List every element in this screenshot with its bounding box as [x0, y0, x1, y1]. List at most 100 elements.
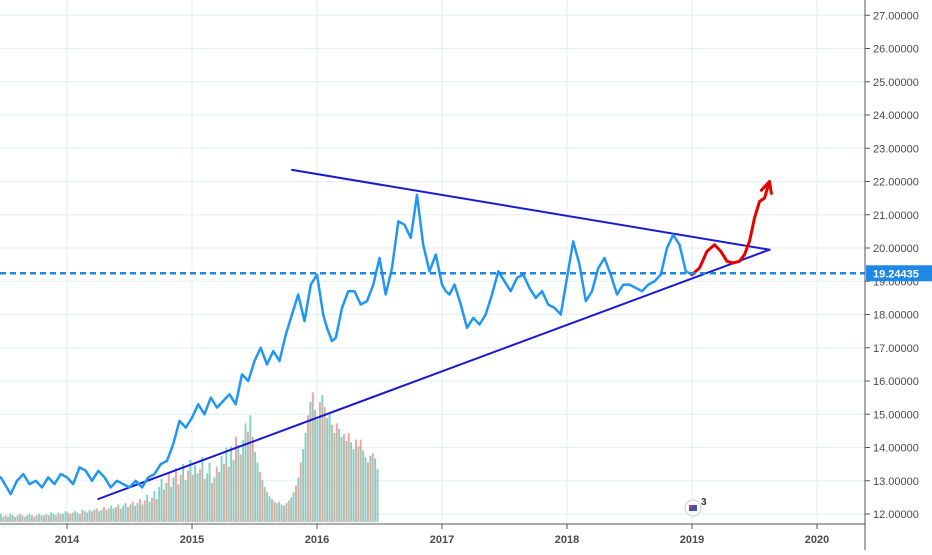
volume-bar — [222, 463, 225, 522]
volume-bar — [174, 468, 177, 522]
volume-bar — [237, 445, 240, 522]
volume-bar — [364, 457, 367, 522]
volume-bar — [30, 515, 33, 522]
volume-bar — [225, 447, 228, 522]
grid-lines — [0, 0, 865, 524]
volume-bar — [71, 512, 74, 522]
volume-bar — [162, 489, 165, 522]
volume-bar — [158, 486, 161, 522]
flag-icon-corner — [689, 505, 692, 508]
volume-bar — [110, 505, 113, 522]
volume-bar — [114, 507, 117, 522]
volume-bar — [107, 508, 110, 522]
x-tick-label: 2014 — [55, 534, 80, 546]
volume-bar — [38, 513, 41, 522]
volume-bar — [280, 504, 283, 522]
volume-bar — [172, 477, 175, 522]
last-price-badge-bg — [866, 265, 932, 282]
volume-bar — [242, 439, 245, 522]
volume-bar — [201, 457, 204, 522]
volume-bar — [170, 486, 173, 522]
volume-bar — [9, 513, 12, 522]
volume-bar — [4, 515, 7, 522]
volume-bar — [340, 436, 343, 522]
volume-bar — [18, 513, 21, 522]
volume-bar — [52, 513, 55, 522]
volume-bar — [352, 449, 355, 522]
volume-bar — [302, 449, 305, 522]
volume-bar — [258, 472, 261, 522]
y-tick-label: 18.00000 — [873, 310, 919, 322]
volume-bar — [69, 513, 72, 522]
volume-bar — [16, 515, 19, 522]
volume-bar — [64, 511, 67, 522]
volume-bar — [194, 465, 197, 522]
volume-bar — [299, 462, 302, 522]
volume-bar — [220, 455, 223, 522]
price-line-group — [0, 193, 694, 496]
y-tick-label: 17.00000 — [873, 343, 919, 355]
volume-bar — [232, 459, 235, 522]
y-tick-label: 20.00000 — [873, 243, 919, 255]
projection-path[interactable] — [690, 180, 771, 277]
volume-bar — [42, 515, 45, 522]
volume-bar — [184, 480, 187, 522]
upper-trend-line[interactable] — [291, 168, 771, 251]
volume-bar — [335, 423, 338, 522]
lower-trend-line[interactable] — [97, 248, 771, 500]
event-badge-group[interactable]: 3 — [684, 497, 707, 517]
x-tick-label: 2016 — [305, 534, 329, 546]
volume-bar — [210, 482, 213, 522]
volume-bar — [160, 478, 163, 522]
y-tick-label: 13.00000 — [873, 476, 919, 488]
trend-lines[interactable] — [97, 168, 771, 500]
volume-bar — [150, 497, 153, 522]
y-tick-label: 27.00000 — [873, 10, 919, 22]
y-tick-label: 16.00000 — [873, 376, 919, 388]
volume-bar — [234, 436, 237, 522]
volume-bar — [129, 504, 132, 522]
volume-bar — [182, 463, 185, 522]
volume-bar — [95, 508, 98, 522]
volume-bar — [45, 513, 48, 522]
volume-bar — [74, 511, 77, 522]
volume-bar — [306, 415, 309, 522]
volume-bar — [62, 513, 65, 522]
volume-bar — [143, 500, 146, 522]
volume-bar — [66, 512, 69, 522]
volume-bar — [376, 469, 379, 522]
volume-bar — [292, 492, 295, 522]
volume-bar — [196, 473, 199, 522]
volume-bar — [338, 428, 341, 522]
volume-bar — [350, 442, 353, 522]
volume-bar — [273, 501, 276, 522]
flag-icon — [689, 505, 697, 511]
volume-bar — [102, 507, 105, 522]
volume-bar — [186, 470, 189, 522]
volume-bar — [122, 505, 125, 522]
volume-bar — [105, 509, 108, 522]
price-line — [0, 193, 694, 496]
volume-bar — [345, 441, 348, 522]
y-tick-label: 26.00000 — [873, 44, 919, 56]
volume-bar — [119, 508, 122, 522]
volume-bar — [362, 450, 365, 522]
volume-bar — [28, 513, 31, 522]
volume-bar — [136, 503, 139, 522]
projection-drawing[interactable] — [690, 180, 773, 277]
volume-bar — [230, 446, 233, 522]
volume-bar — [246, 431, 249, 522]
volume-bar — [98, 511, 101, 522]
volume-bar — [285, 503, 288, 522]
volume-bar — [282, 505, 285, 522]
volume-bar — [81, 509, 84, 522]
volume-bar — [0, 513, 2, 522]
volume-bar — [167, 473, 170, 522]
volume-bar — [138, 499, 141, 522]
volume-bar — [366, 462, 369, 522]
volume-bar — [198, 469, 201, 522]
volume-bar — [318, 401, 321, 522]
